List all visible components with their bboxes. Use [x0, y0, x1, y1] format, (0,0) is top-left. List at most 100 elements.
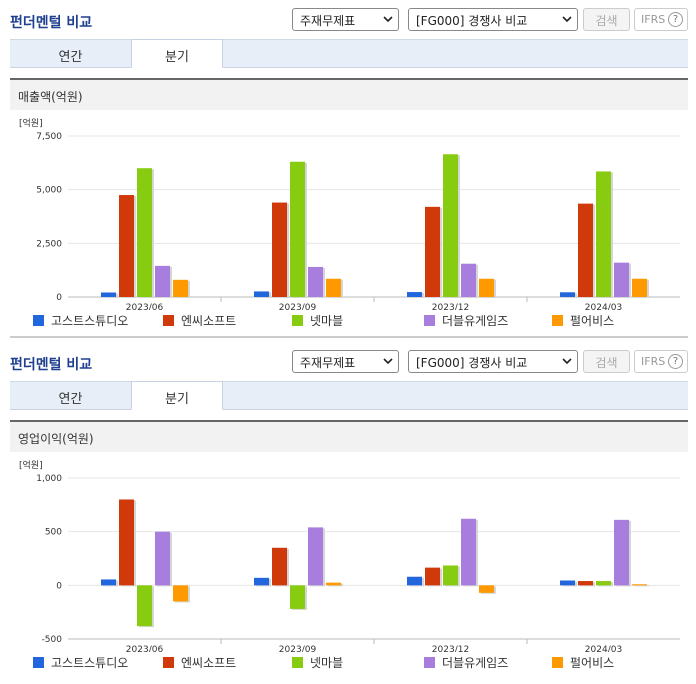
bar[interactable]	[101, 579, 116, 586]
ifrs-button[interactable]: IFRS ?	[634, 8, 688, 31]
statement-select-value: 주재무제표	[300, 356, 356, 370]
period-tabs: 연간 분기	[10, 39, 688, 68]
bar[interactable]	[101, 292, 116, 297]
bar[interactable]	[425, 567, 440, 586]
bar[interactable]	[425, 206, 440, 297]
bar-chart: [억원] 0 2,500 5,000 7,500 2023/06 2023/09 2023/1…	[19, 117, 680, 310]
x-tick-label: 2023/09	[279, 303, 317, 310]
chart-section-title: 매출액(억원)	[10, 78, 688, 110]
peer-group-select-value: [FG000] 경쟁사 비교	[416, 356, 528, 370]
legend-item[interactable]: 넷마블	[292, 312, 343, 329]
bar[interactable]	[272, 547, 287, 586]
legend-item[interactable]: 더블유게임즈	[424, 312, 508, 329]
bar[interactable]	[173, 585, 188, 602]
legend-item[interactable]: 고스트스튜디오	[33, 654, 128, 671]
bar[interactable]	[443, 565, 458, 586]
bar[interactable]	[461, 263, 476, 297]
panel-divider	[10, 336, 688, 338]
y-tick-label: 1,000	[36, 474, 62, 484]
bar[interactable]	[326, 278, 341, 297]
legend-label: 펄어비스	[570, 314, 615, 328]
bar[interactable]	[578, 203, 593, 297]
chevron-down-icon	[562, 358, 572, 365]
peer-group-select[interactable]: [FG000] 경쟁사 비교	[408, 350, 578, 373]
tab-quarterly[interactable]: 분기	[131, 381, 223, 410]
legend-swatch	[292, 315, 303, 326]
tab-annual[interactable]: 연간	[58, 50, 83, 65]
legend-item[interactable]: 엔씨소프트	[163, 654, 236, 671]
x-tick-label: 2023/06	[126, 645, 164, 652]
legend-item[interactable]: 펄어비스	[552, 654, 614, 671]
bar[interactable]	[596, 581, 611, 586]
bar[interactable]	[407, 292, 422, 297]
panel-revenue: 펀더멘털 비교 주재무제표 [FG000] 경쟁사 비교 검색 IFRS ? 연…	[0, 0, 696, 340]
help-icon[interactable]: ?	[668, 354, 683, 369]
bar[interactable]	[578, 581, 593, 586]
bar[interactable]	[560, 580, 575, 586]
legend-swatch	[33, 315, 44, 326]
tab-annual[interactable]: 연간	[58, 392, 83, 407]
peer-group-select-value: [FG000] 경쟁사 비교	[416, 14, 528, 28]
bar[interactable]	[407, 576, 422, 586]
bar[interactable]	[614, 262, 629, 297]
panel-header: 펀더멘털 비교 주재무제표 [FG000] 경쟁사 비교 검색 IFRS ?	[0, 0, 696, 36]
bar[interactable]	[254, 577, 269, 586]
panel-title: 펀더멘털 비교	[10, 15, 93, 31]
bar[interactable]	[632, 278, 647, 297]
legend-item[interactable]: 고스트스튜디오	[33, 312, 128, 329]
bar[interactable]	[137, 168, 152, 297]
y-tick-label: -500	[42, 635, 63, 645]
chevron-down-icon	[383, 358, 393, 365]
bar[interactable]	[326, 582, 341, 586]
tab-quarterly[interactable]: 분기	[131, 39, 223, 68]
search-button[interactable]: 검색	[583, 350, 630, 373]
bar[interactable]	[632, 584, 647, 586]
y-tick-label: 2,500	[36, 239, 62, 249]
legend-item[interactable]: 엔씨소프트	[163, 312, 236, 329]
bar[interactable]	[173, 279, 188, 297]
ifrs-button[interactable]: IFRS ?	[634, 350, 688, 373]
peer-group-select[interactable]: [FG000] 경쟁사 비교	[408, 8, 578, 31]
legend-label: 고스트스튜디오	[51, 656, 129, 670]
y-unit-label: [억원]	[19, 459, 43, 471]
legend-label: 더블유게임즈	[442, 656, 509, 670]
ifrs-label: IFRS	[641, 13, 666, 26]
bar[interactable]	[119, 499, 134, 586]
bar[interactable]	[443, 154, 458, 297]
period-tabs: 연간 분기	[10, 381, 688, 410]
statement-select[interactable]: 주재무제표	[292, 8, 399, 31]
bar[interactable]	[308, 527, 323, 586]
legend-item[interactable]: 넷마블	[292, 654, 343, 671]
legend-swatch	[163, 315, 174, 326]
bar[interactable]	[254, 291, 269, 297]
statement-select[interactable]: 주재무제표	[292, 350, 399, 373]
bar[interactable]	[155, 265, 170, 297]
bar[interactable]	[560, 292, 575, 297]
help-icon[interactable]: ?	[668, 12, 683, 27]
search-button[interactable]: 검색	[583, 8, 630, 31]
bar-shadow	[634, 585, 649, 587]
y-unit-label: [억원]	[19, 117, 43, 129]
bar[interactable]	[308, 266, 323, 297]
legend-item[interactable]: 펄어비스	[552, 312, 614, 329]
bar[interactable]	[596, 171, 611, 297]
bar[interactable]	[614, 519, 629, 586]
bar[interactable]	[461, 518, 476, 586]
bar[interactable]	[479, 278, 494, 297]
y-tick-label: 0	[56, 581, 62, 591]
legend-label: 넷마블	[310, 656, 344, 670]
bar[interactable]	[290, 585, 305, 609]
y-tick-label: 5,000	[36, 186, 62, 196]
bar[interactable]	[272, 202, 287, 297]
legend-label: 엔씨소프트	[181, 656, 237, 670]
legend-swatch	[33, 657, 44, 668]
bar[interactable]	[119, 195, 134, 297]
bar[interactable]	[290, 161, 305, 297]
chart-legend: 고스트스튜디오 엔씨소프트 넷마블 더블유게임즈 펄어비스	[0, 310, 696, 330]
bar[interactable]	[155, 531, 170, 586]
legend-item[interactable]: 더블유게임즈	[424, 654, 508, 671]
legend-label: 고스트스튜디오	[51, 314, 129, 328]
bar[interactable]	[137, 585, 152, 627]
bar[interactable]	[479, 585, 494, 593]
y-tick-label: 7,500	[36, 132, 62, 142]
